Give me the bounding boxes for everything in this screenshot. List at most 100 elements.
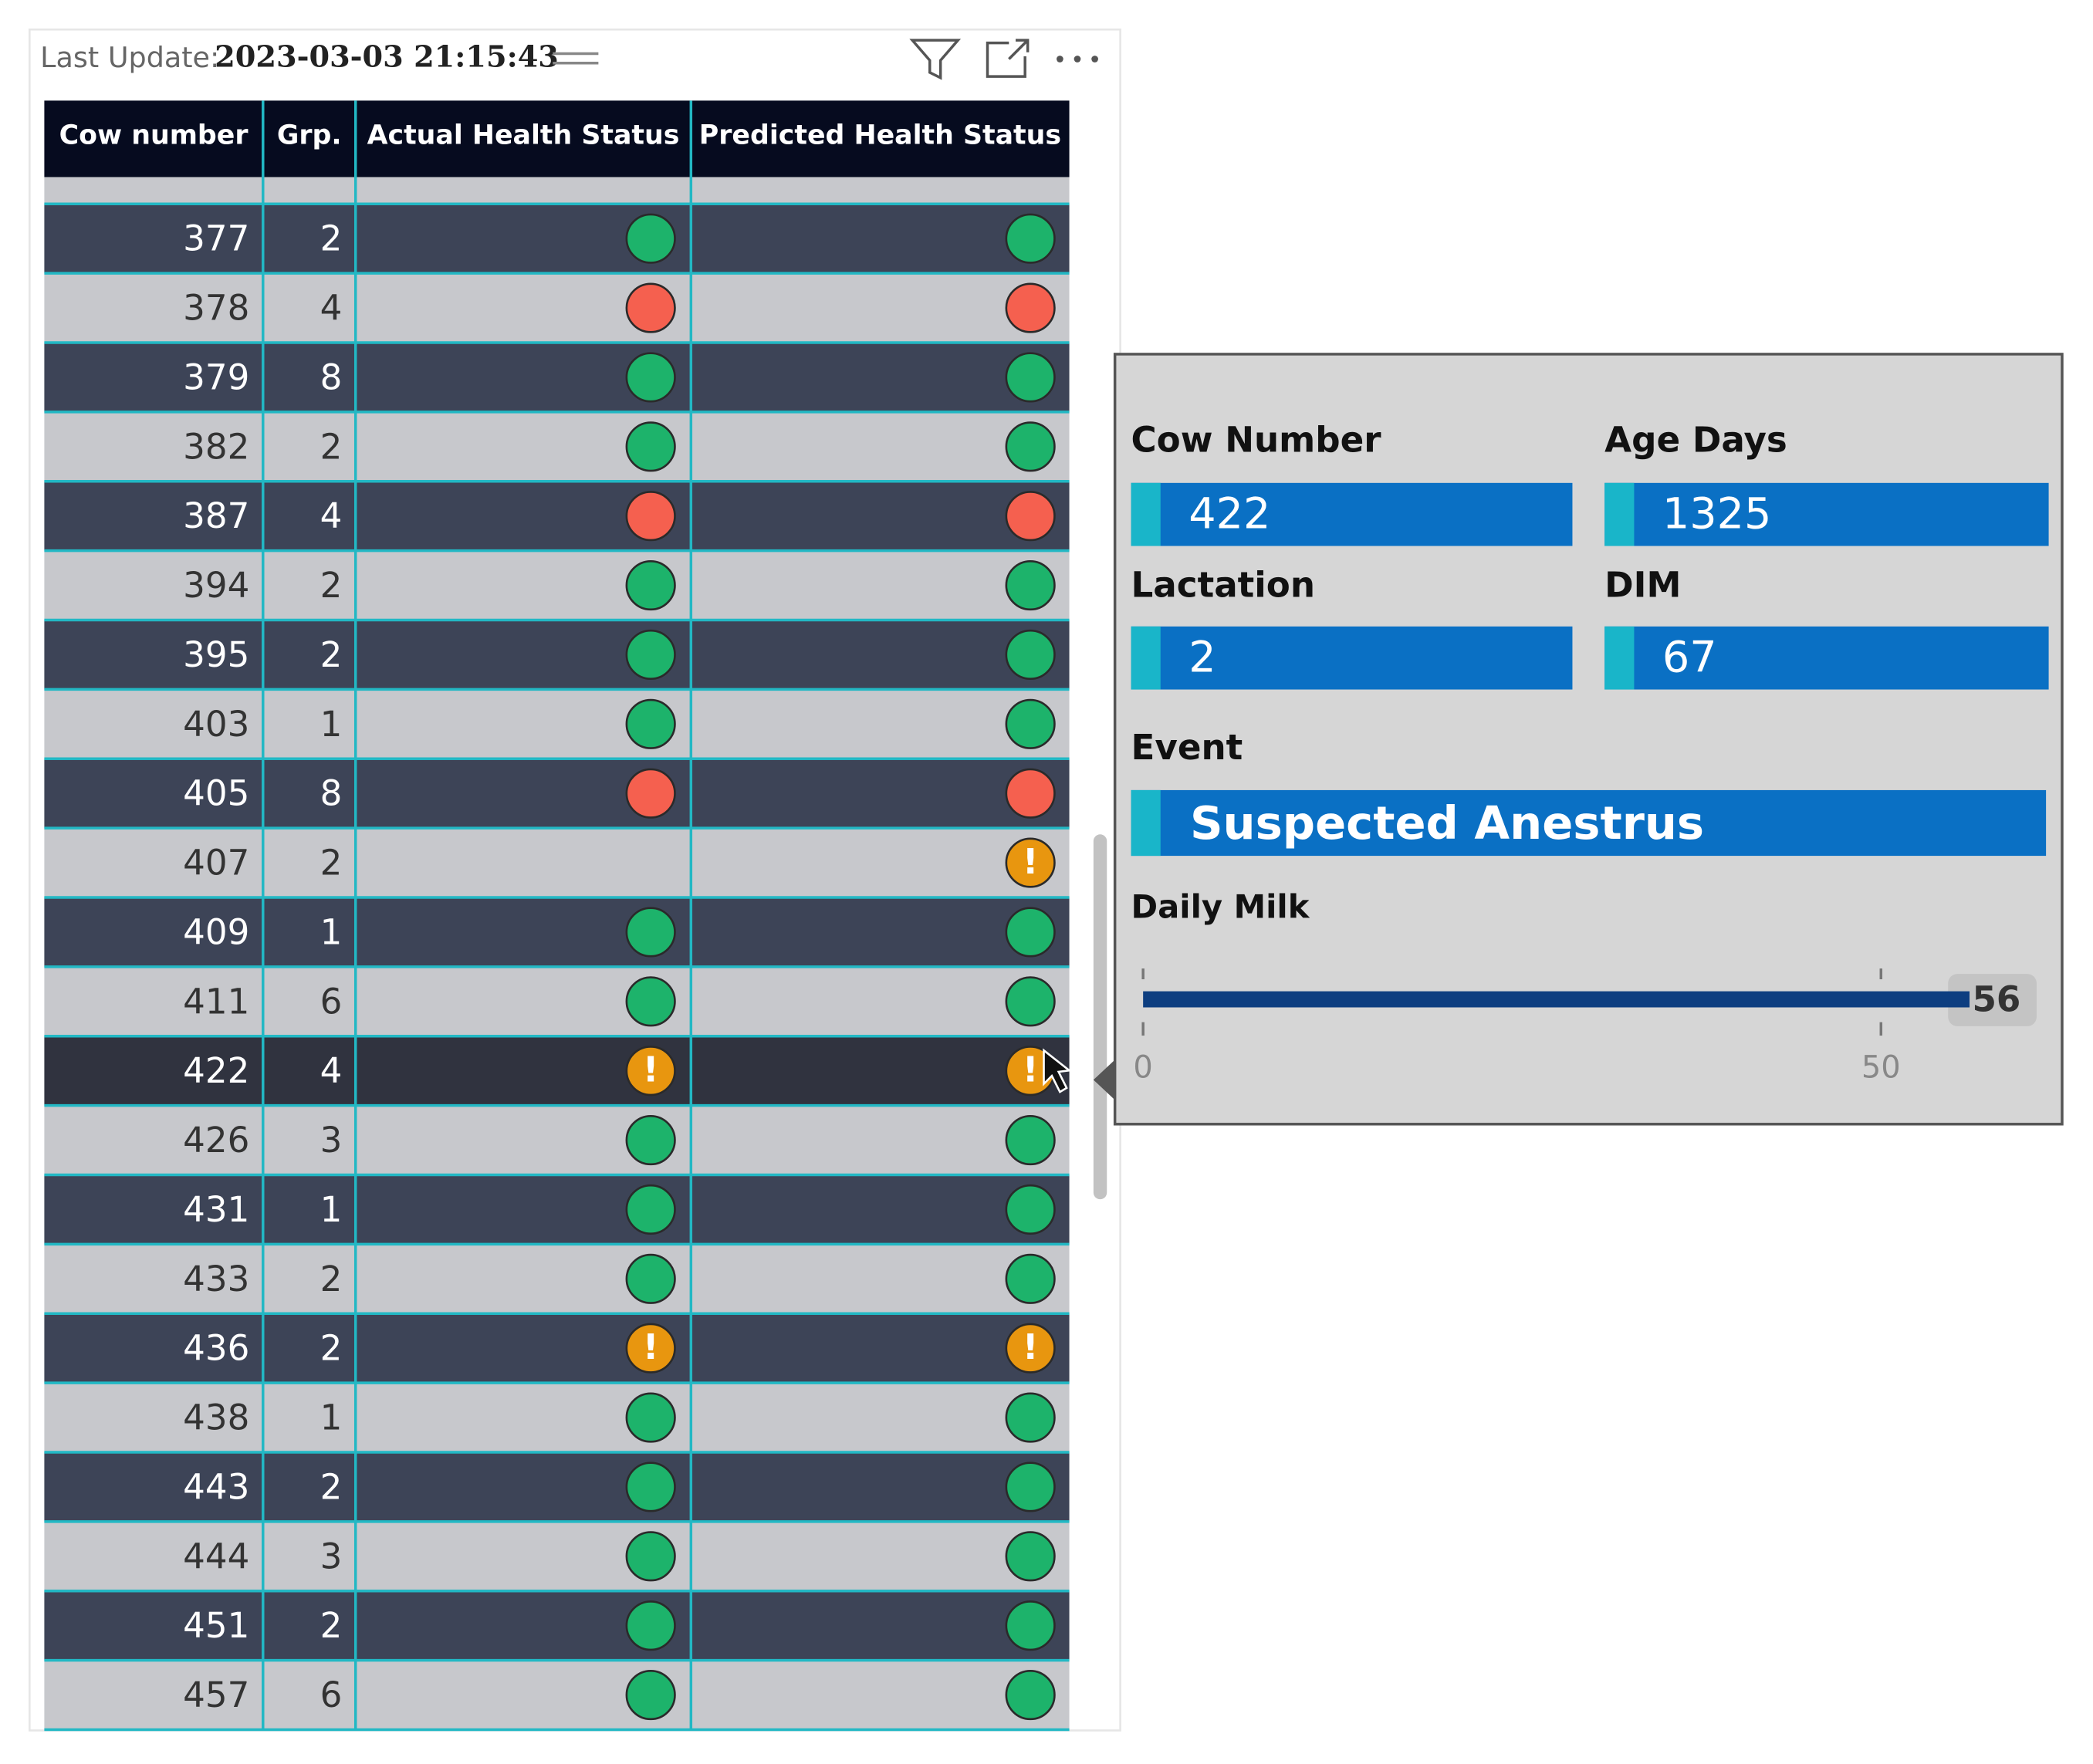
row-background[interactable]	[44, 1451, 1070, 1522]
group-cell: 4	[320, 1050, 343, 1091]
cow-number-cell: 378	[183, 288, 249, 329]
row-background[interactable]	[44, 550, 1070, 620]
group-cell: 1	[320, 911, 343, 952]
cow-number-cell: 451	[183, 1605, 249, 1646]
cursor	[1043, 1048, 1072, 1093]
status-icon	[1005, 282, 1056, 333]
event-bar	[1131, 789, 2047, 857]
row-background[interactable]	[44, 273, 1070, 343]
group-cell: 2	[320, 565, 343, 606]
status-icon	[625, 559, 676, 611]
status-icon	[625, 491, 676, 542]
status-symbol: !	[643, 1049, 659, 1090]
cow-number-cell: 443	[183, 1466, 249, 1507]
group-cell: 2	[320, 1328, 343, 1369]
tooltip-pointer	[1093, 1059, 1115, 1100]
event-accent	[1131, 789, 1161, 857]
cow-number-cell: 422	[183, 1050, 249, 1091]
filter-icon[interactable]	[909, 39, 962, 80]
cow-number-cell: 403	[183, 704, 249, 745]
row-background[interactable]	[44, 966, 1070, 1036]
group-cell: 4	[320, 288, 343, 329]
cow-number-cell: 405	[183, 773, 249, 814]
update-label: Last Update:	[40, 41, 219, 74]
group-cell: 2	[320, 843, 343, 884]
status-icon	[625, 1531, 676, 1582]
row-background[interactable]	[44, 1036, 1070, 1106]
row-background[interactable]	[44, 1383, 1070, 1452]
group-cell: 8	[320, 773, 343, 814]
cow-number-cell: 394	[183, 565, 249, 606]
status-symbol: !	[1023, 841, 1039, 882]
status-icon	[1005, 559, 1056, 611]
gauge-tick-label: 0	[1133, 1050, 1152, 1086]
row-background[interactable]	[44, 828, 1070, 897]
drag-handle[interactable]	[553, 52, 599, 65]
row-background[interactable]	[44, 759, 1070, 829]
row-background[interactable]	[44, 1590, 1070, 1661]
group-cell: 1	[320, 704, 343, 745]
field-value: 67	[1662, 632, 1717, 682]
group-cell: 2	[320, 634, 343, 675]
row-background[interactable]	[44, 1174, 1070, 1245]
status-icon	[625, 1114, 676, 1166]
status-icon	[1005, 352, 1056, 403]
field-accent	[1604, 626, 1635, 690]
row-background[interactable]	[44, 1660, 1070, 1730]
status-icon	[625, 213, 676, 264]
row-background[interactable]	[44, 342, 1070, 412]
field-accent	[1131, 482, 1161, 546]
group-cell: 6	[320, 981, 343, 1022]
row-background[interactable]	[44, 1105, 1070, 1175]
status-icon	[1005, 1323, 1056, 1374]
field-bar	[1604, 626, 2049, 690]
status-symbol: !	[643, 1326, 659, 1367]
more-icon[interactable]	[1057, 56, 1098, 63]
row-background[interactable]	[44, 1244, 1070, 1314]
row-background[interactable]	[44, 481, 1070, 551]
group-cell: 2	[320, 1259, 343, 1299]
group-cell: 2	[320, 426, 343, 467]
column-header[interactable]: Predicted Health Status	[699, 120, 1061, 150]
daily-milk-label: Daily Milk	[1131, 888, 1310, 926]
update-value: 2023-03-03 21:15:43	[215, 39, 559, 74]
field-bar	[1131, 626, 1573, 690]
row-background[interactable]	[44, 1521, 1070, 1591]
group-cell: 1	[320, 1397, 343, 1438]
status-icon	[1005, 1531, 1056, 1582]
cow-number-cell: 438	[183, 1397, 249, 1438]
row-background[interactable]	[44, 897, 1070, 967]
status-icon	[625, 629, 676, 681]
status-icon	[625, 352, 676, 403]
field-bar	[1131, 482, 1573, 546]
status-icon	[1005, 768, 1056, 819]
row-background[interactable]	[44, 689, 1070, 759]
row-background	[44, 177, 1070, 204]
status-icon	[625, 1253, 676, 1304]
column-header[interactable]: Actual Health Status	[367, 120, 680, 150]
group-cell: 2	[320, 218, 343, 259]
cow-number-cell: 436	[183, 1328, 249, 1369]
row-background[interactable]	[44, 411, 1070, 482]
row-background[interactable]	[44, 1313, 1070, 1384]
status-icon	[1005, 976, 1056, 1027]
column-header[interactable]: Grp.	[277, 120, 342, 150]
cow-number-cell: 407	[183, 843, 249, 884]
group-cell: 1	[320, 1189, 343, 1230]
row-background[interactable]	[44, 204, 1070, 274]
gauge-value-label: 56	[1972, 979, 2020, 1020]
status-icon	[625, 1669, 676, 1721]
focus-icon[interactable]	[986, 39, 1030, 78]
scrollbar[interactable]	[1093, 834, 1107, 1200]
row-background[interactable]	[44, 620, 1070, 690]
cow-number-cell: 387	[183, 495, 249, 536]
field-value: 1325	[1662, 488, 1772, 539]
cow-number-cell: 433	[183, 1259, 249, 1299]
field-label: Age Days	[1604, 420, 1787, 461]
cow-number-cell: 411	[183, 981, 249, 1022]
status-icon	[625, 1600, 676, 1651]
column-header[interactable]: Cow number	[59, 120, 249, 150]
cow-number-cell: 409	[183, 911, 249, 952]
